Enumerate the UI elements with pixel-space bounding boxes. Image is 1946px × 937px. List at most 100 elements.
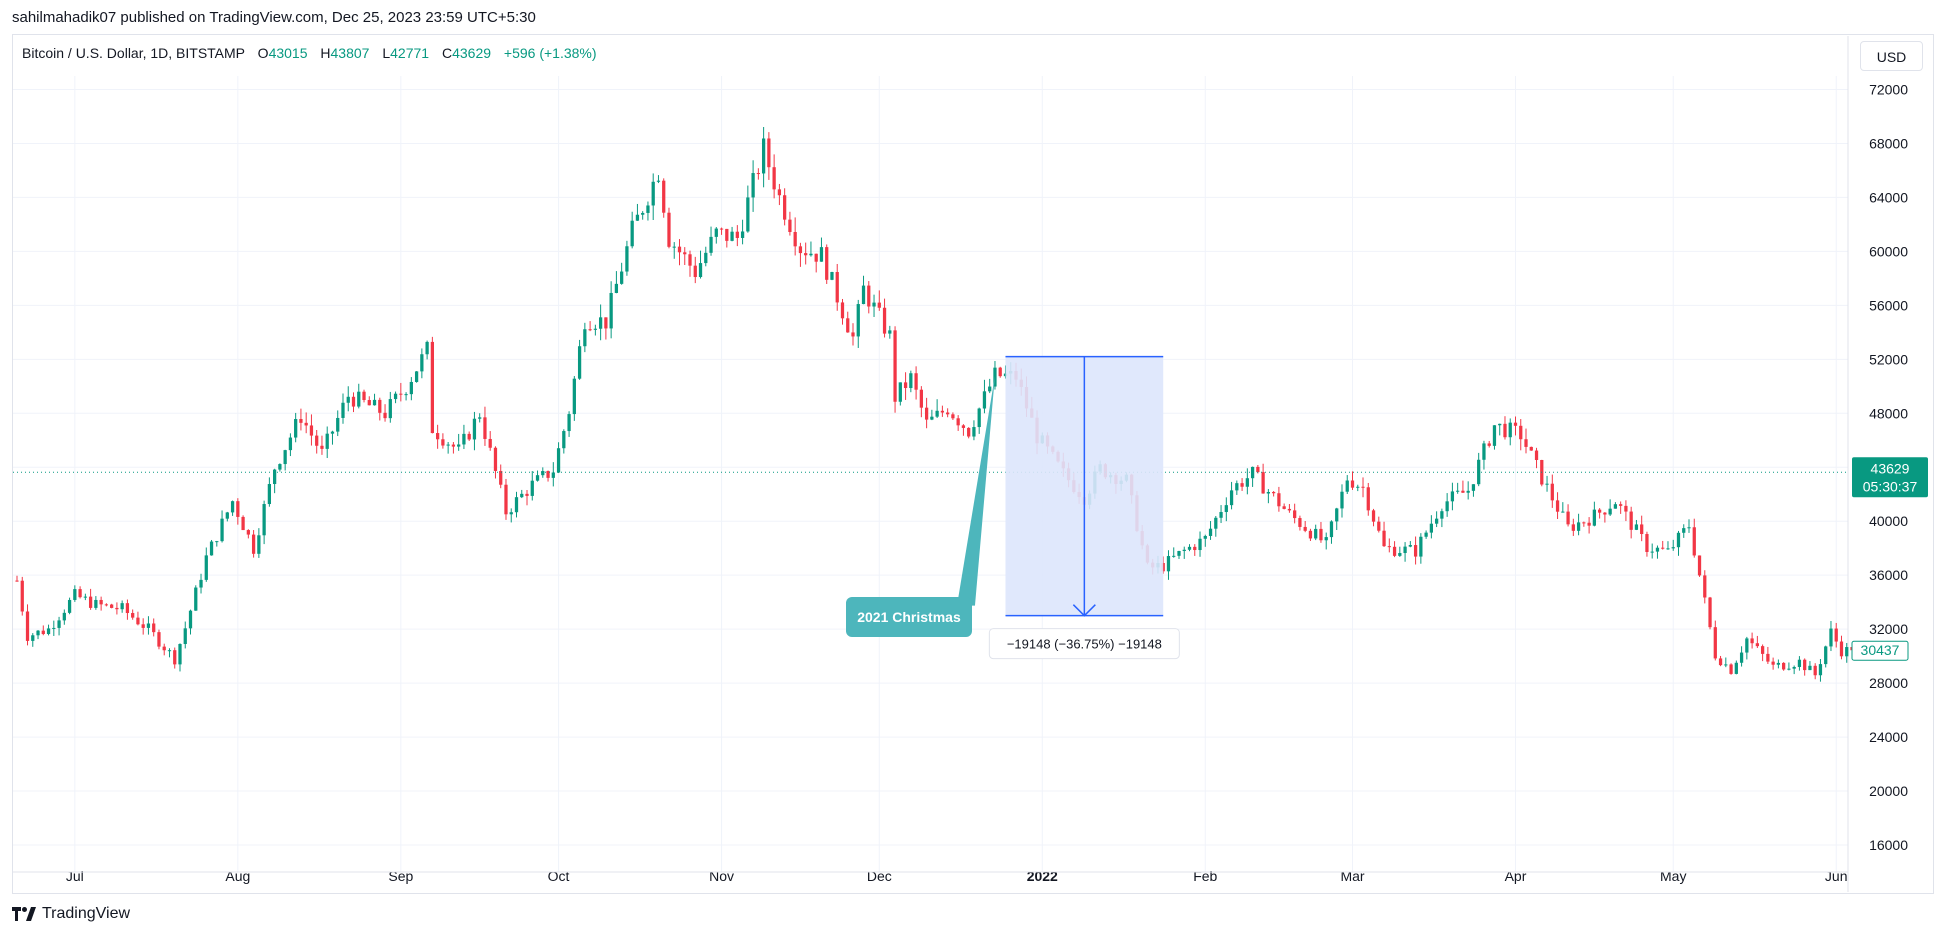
candle-body	[903, 382, 908, 389]
candle-body	[1561, 511, 1565, 513]
candle-body	[509, 512, 513, 515]
tradingview-brand[interactable]: TradingView	[12, 905, 130, 923]
candle-body	[104, 604, 109, 606]
candle-body	[1350, 480, 1355, 488]
candle-body	[998, 367, 1002, 377]
candle-body	[1640, 524, 1644, 535]
candle-body	[278, 464, 282, 470]
candle-body	[1245, 478, 1249, 487]
candle-body	[651, 181, 655, 206]
candle-body	[346, 396, 350, 403]
measure-label: −19148 (−36.75%) −19148	[1007, 637, 1162, 652]
candle-body	[241, 516, 245, 531]
candle-body	[1829, 628, 1833, 647]
candle-body	[393, 393, 398, 400]
candle-body	[867, 285, 871, 307]
candle-body	[835, 272, 839, 303]
candle-body	[725, 228, 729, 241]
candle-body	[1335, 508, 1339, 522]
candle-body	[78, 589, 82, 598]
candle-body	[1277, 493, 1281, 507]
candle-body	[798, 246, 803, 254]
y-tick-label: 72000	[1869, 81, 1908, 97]
candle-body	[1661, 547, 1665, 549]
candle-body	[1734, 662, 1738, 674]
candle-body	[225, 512, 229, 519]
candle-body	[814, 253, 818, 262]
candle-body	[1597, 509, 1602, 513]
candle-body	[1293, 510, 1297, 519]
candle-body	[1645, 534, 1649, 552]
candle-body	[1224, 505, 1228, 513]
candle-body	[898, 382, 902, 402]
candle-body	[62, 612, 66, 621]
candle-body	[457, 444, 461, 447]
candle-body	[1471, 484, 1476, 491]
candle-body	[819, 247, 824, 262]
tradingview-logo-icon	[12, 907, 36, 921]
candle-body	[404, 394, 408, 396]
x-tick-label: Feb	[1193, 868, 1217, 884]
candle-body	[1755, 643, 1759, 647]
candle-body	[1503, 423, 1507, 438]
candle-body	[436, 433, 440, 440]
candle-body	[1403, 546, 1407, 554]
candle-body	[1398, 553, 1402, 556]
candle-body	[546, 471, 550, 478]
candle-body	[493, 447, 498, 471]
open-label: O	[257, 45, 269, 61]
candle-body	[173, 650, 177, 665]
chart-frame	[12, 34, 1934, 894]
candle-body	[204, 555, 208, 580]
candle-body	[1461, 490, 1465, 493]
candle-body	[209, 541, 214, 556]
candle-body	[714, 228, 718, 237]
candle-body	[1261, 472, 1265, 494]
candle-body	[451, 444, 456, 447]
candle-body	[630, 220, 634, 247]
candle-body	[567, 414, 571, 432]
symbol-name[interactable]: Bitcoin / U.S. Dollar, 1D, BITSTAMP	[22, 45, 245, 61]
currency-button[interactable]: USD	[1860, 41, 1923, 71]
candle-body	[772, 167, 776, 190]
candle-body	[420, 354, 424, 372]
candle-body	[1498, 423, 1502, 426]
candle-body	[614, 283, 619, 293]
candle-body	[141, 624, 145, 628]
candle-body	[267, 484, 272, 505]
candle-body	[740, 231, 745, 238]
x-tick-label: Oct	[548, 868, 570, 884]
callout-box[interactable]	[846, 597, 972, 637]
candle-body	[325, 433, 329, 449]
candle-body	[1745, 638, 1749, 653]
candle-body	[1619, 504, 1623, 506]
symbol-legend: Bitcoin / U.S. Dollar, 1D, BITSTAMP O430…	[22, 45, 597, 61]
candle-body	[951, 414, 955, 419]
candle-body	[1172, 555, 1176, 557]
candle-body	[262, 504, 266, 536]
candle-body	[946, 412, 950, 415]
candle-body	[809, 253, 813, 256]
candle-body	[1729, 664, 1733, 674]
candle-body	[1240, 483, 1244, 487]
candle-body	[178, 644, 182, 665]
candle-body	[220, 518, 224, 542]
candle-body	[162, 646, 166, 651]
candle-body	[1361, 486, 1365, 488]
candle-body	[1303, 526, 1307, 531]
candle-body	[1487, 443, 1491, 446]
candle-body	[1203, 535, 1207, 539]
candle-body	[94, 599, 98, 608]
candle-body	[562, 431, 566, 449]
candle-body	[46, 628, 51, 635]
candle-body	[693, 265, 697, 278]
candle-body	[188, 610, 193, 629]
candle-body	[1692, 527, 1696, 556]
candle-body	[577, 346, 582, 379]
candle-body	[1529, 446, 1533, 451]
candle-body	[767, 138, 771, 168]
candle-body	[136, 617, 140, 625]
x-tick-label: Sep	[388, 868, 413, 884]
candle-body	[604, 317, 608, 329]
